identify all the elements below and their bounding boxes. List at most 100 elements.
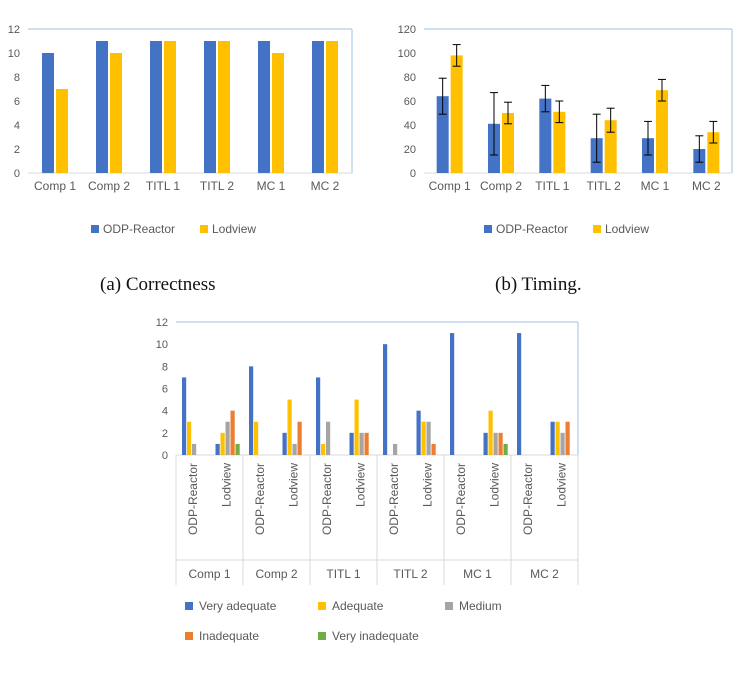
bar-inadequate-titl-1-lodview (364, 432, 369, 455)
bar-odp-reactor-comp-1 (436, 96, 449, 173)
bar-lodview-titl-1 (164, 41, 176, 173)
bar-lodview-mc-2 (707, 132, 720, 173)
y-tick-label: 40 (404, 120, 416, 132)
bar-very-adequate-titl-2-odp-reactor (383, 344, 388, 455)
x-tick-label-mc-2: MC 2 (311, 179, 340, 193)
chart-correctness: 0 2 4 6 8 10 12 Comp 1 Comp 2 TITL 1 TITL 2 MC 1 MC … (8, 24, 353, 236)
bar-medium-mc-1-lodview (493, 432, 498, 455)
legend-swatch-lodview (200, 225, 208, 233)
bar-medium-titl-1-lodview (359, 432, 364, 455)
legend-label-adequate: Adequate (332, 599, 384, 613)
legend-label-very-inadequate: Very inadequate (332, 629, 419, 643)
legend-label-lodview: Lodview (212, 222, 256, 236)
subcategory-label-lodview: Lodview (487, 463, 501, 507)
bar-inadequate-comp-1-lodview (230, 410, 235, 455)
bar-lodview-mc-1 (656, 90, 668, 173)
legend-swatch-lodview (593, 225, 601, 233)
bar-lodview-mc-1 (272, 53, 284, 173)
bar-adequate-mc-2-lodview (555, 421, 560, 455)
legend-label-very-adequate: Very adequate (199, 599, 277, 613)
subcategory-label-odp-reactor: ODP-Reactor (253, 463, 267, 535)
bar-lodview-titl-2 (604, 120, 617, 173)
x-tick-label-titl-1: TITL 1 (535, 179, 570, 193)
bar-adequate-comp-1-lodview (220, 432, 225, 455)
bar-medium-comp-2-lodview (292, 443, 297, 455)
bar-lodview-titl-1 (553, 111, 566, 173)
y-tick-label: 10 (156, 339, 168, 351)
subcategory-label-odp-reactor: ODP-Reactor (320, 463, 334, 535)
legend-label-odp-reactor: ODP-Reactor (103, 222, 175, 236)
subcategory-label-odp-reactor: ODP-Reactor (186, 463, 200, 535)
bar-adequate-titl-1-lodview (354, 399, 359, 455)
y-tick-label: 10 (8, 48, 20, 60)
x-tick-label-titl-1: TITL 1 (146, 179, 181, 193)
legend-label-odp-reactor: ODP-Reactor (496, 222, 568, 236)
group-label-mc-2: MC 2 (530, 567, 559, 581)
subcategory-label-lodview: Lodview (219, 463, 233, 507)
bar-adequate-comp-2-odp-reactor (254, 421, 259, 455)
group-label-comp-2: Comp 2 (255, 567, 297, 581)
y-tick-label: 0 (410, 168, 416, 180)
chart-timing: 0 20 40 60 80 100 120 Comp 1 Comp 2 TITL 1 TITL 2 M… (398, 24, 733, 236)
y-tick-label: 100 (398, 48, 416, 60)
y-tick-label: 80 (404, 72, 416, 84)
bar-very-adequate-mc-1-odp-reactor (450, 333, 455, 455)
y-tick-label: 12 (156, 317, 168, 329)
bar-very-adequate-titl-1-lodview (349, 432, 354, 455)
y-tick-label: 0 (14, 168, 20, 180)
y-tick-label: 8 (162, 361, 168, 373)
group-label-mc-1: MC 1 (463, 567, 492, 581)
y-tick-label: 4 (162, 406, 168, 418)
y-tick-label: 120 (398, 24, 416, 36)
bar-adequate-comp-2-lodview (287, 399, 292, 455)
bar-very-adequate-titl-2-lodview (416, 410, 421, 455)
bar-lodview-titl-2 (218, 41, 230, 173)
bar-lodview-mc-2 (326, 41, 338, 173)
bar-adequate-titl-1-odp-reactor (321, 443, 326, 455)
x-tick-label-comp-1: Comp 1 (34, 179, 76, 193)
chart-adequacy: 0 2 4 6 8 10 12 Comp 1 ODP-Reactor Lodview Comp 2 O… (156, 317, 579, 643)
bar-very-adequate-mc-2-odp-reactor (517, 333, 522, 455)
x-tick-label-mc-1: MC 1 (257, 179, 286, 193)
subcategory-label-lodview: Lodview (554, 463, 568, 507)
bar-odp-reactor-comp-1 (42, 53, 54, 173)
bar-inadequate-titl-2-lodview (431, 443, 436, 455)
bar-medium-titl-2-lodview (426, 421, 431, 455)
bar-very-adequate-titl-1-odp-reactor (316, 377, 321, 455)
caption-correctness: (a) Correctness (100, 274, 216, 295)
legend-swatch-adequate (318, 602, 326, 610)
legend-swatch-odp-reactor (484, 225, 492, 233)
subcategory-label-odp-reactor: ODP-Reactor (521, 463, 535, 535)
subcategory-label-lodview: Lodview (353, 463, 367, 507)
bar-medium-comp-1-odp-reactor (192, 443, 197, 455)
bar-lodview-comp-1 (450, 55, 463, 173)
x-tick-label-comp-1: Comp 1 (429, 179, 471, 193)
bar-lodview-comp-2 (502, 113, 514, 173)
y-tick-label: 20 (404, 144, 416, 156)
y-tick-label: 4 (14, 120, 20, 132)
y-tick-label: 2 (14, 144, 20, 156)
legend-label-lodview: Lodview (605, 222, 649, 236)
bar-medium-titl-2-odp-reactor (393, 443, 398, 455)
bar-lodview-comp-1 (56, 89, 68, 173)
bar-inadequate-mc-2-lodview (565, 421, 570, 455)
group-label-titl-1: TITL 1 (326, 567, 361, 581)
bar-odp-reactor-titl-1 (150, 41, 162, 173)
bar-odp-reactor-mc-2 (312, 41, 324, 173)
bar-medium-comp-1-lodview (225, 421, 230, 455)
subcategory-label-odp-reactor: ODP-Reactor (454, 463, 468, 535)
y-tick-label: 2 (162, 428, 168, 440)
y-tick-label: 0 (162, 450, 168, 462)
bar-very-adequate-comp-2-lodview (282, 432, 287, 455)
y-tick-label: 6 (14, 96, 20, 108)
legend-label-inadequate: Inadequate (199, 629, 259, 643)
legend-swatch-odp-reactor (91, 225, 99, 233)
x-tick-label-titl-2: TITL 2 (200, 179, 235, 193)
subcategory-label-lodview: Lodview (420, 463, 434, 507)
legend-swatch-inadequate (185, 632, 193, 640)
y-tick-label: 60 (404, 96, 416, 108)
group-label-titl-2: TITL 2 (393, 567, 428, 581)
bar-very-adequate-comp-1-lodview (215, 443, 220, 455)
bar-medium-titl-1-odp-reactor (326, 421, 331, 455)
